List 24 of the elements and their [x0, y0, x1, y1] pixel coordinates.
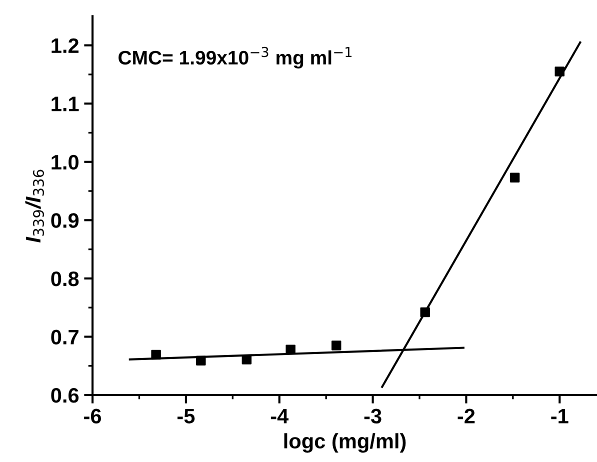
y-tick-label: 0.8 — [51, 271, 79, 286]
x-tick-label: -2 — [458, 408, 475, 424]
annotation: CMC= 1.99x10$^{−3}$ mg ml$^{−1}$ — [118, 46, 352, 69]
y-tick-label: 1.2 — [52, 38, 79, 53]
x-tick-label: -6 — [84, 408, 102, 424]
point — [420, 307, 430, 318]
y-tick-label: 1.1 — [52, 96, 79, 112]
y-tick-label: 1.0 — [52, 154, 78, 170]
x-tick-label: -5 — [178, 408, 195, 424]
point — [332, 340, 342, 350]
x-tick-label: -1 — [551, 408, 568, 424]
x-tick-label: -4 — [270, 408, 289, 424]
y-axis-title: I$_{339}$/I$_{336}$ — [25, 170, 44, 243]
point — [196, 356, 206, 366]
x-axis-title: logc (mg/ml) — [284, 433, 406, 453]
point — [286, 344, 296, 354]
y-tick-label: 0.9 — [51, 213, 79, 228]
x-tick-label: -3 — [364, 408, 382, 424]
point — [242, 354, 252, 364]
point — [510, 172, 520, 182]
y-tick-label: 0.7 — [51, 330, 78, 344]
y-tick-label: 0.6 — [51, 388, 79, 403]
point — [554, 66, 564, 76]
point — [151, 350, 161, 360]
